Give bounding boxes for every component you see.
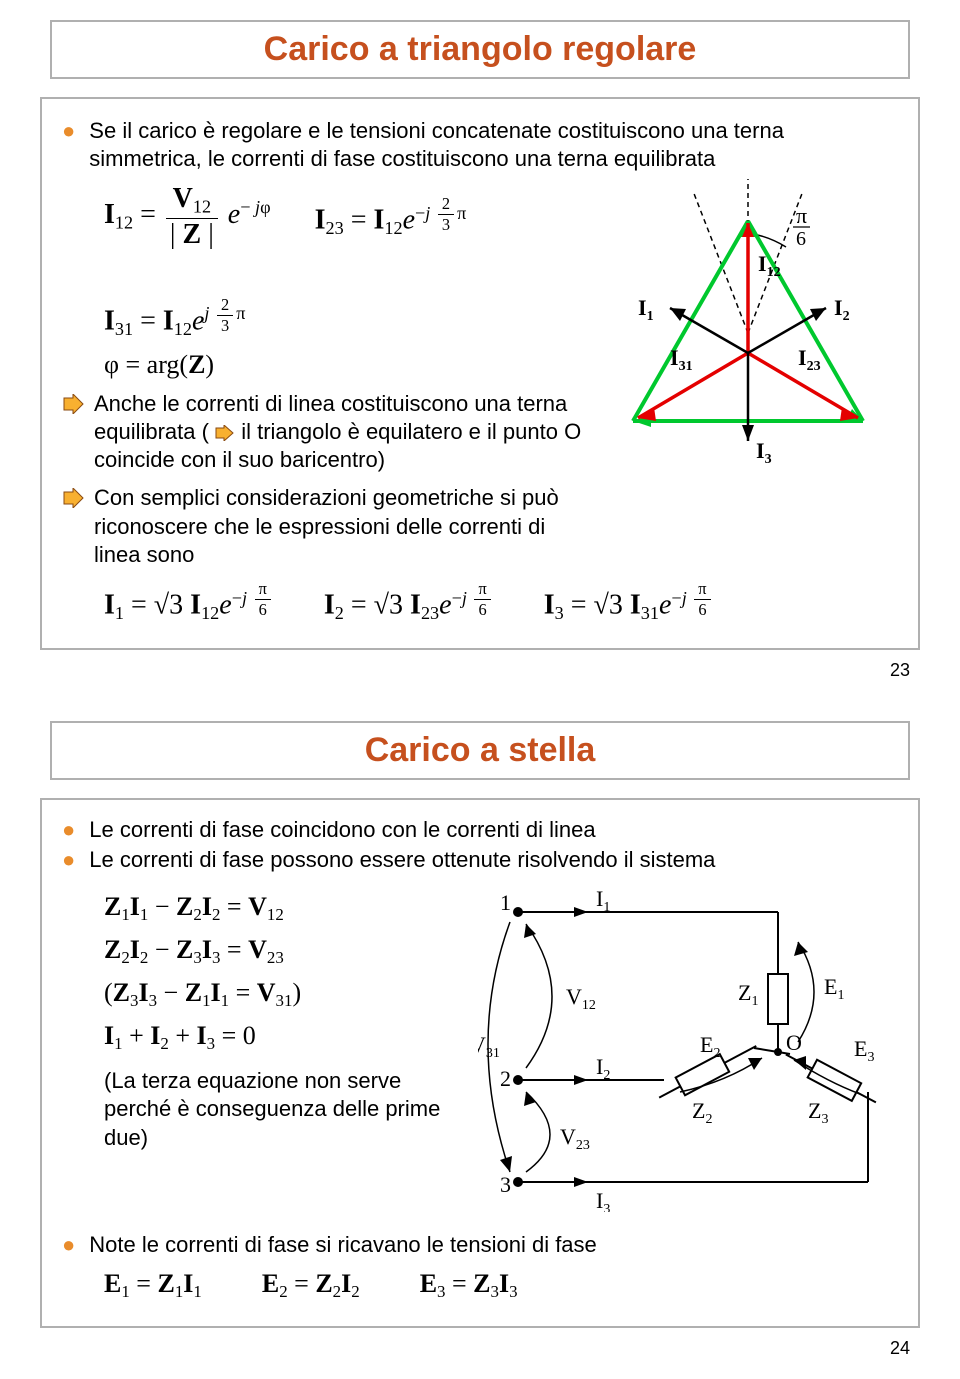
svg-text:I3: I3	[596, 1188, 610, 1212]
svg-text:Z1: Z1	[738, 980, 758, 1009]
formula-E: E1 = Z1I1 E2 = Z2I2 E3 = Z3I3	[104, 1269, 898, 1302]
bullet-text: Se il carico è regolare e le tensioni co…	[89, 117, 898, 173]
slide-24: Carico a stella ● Le correnti di fase co…	[0, 701, 960, 1379]
bullet-item: ● Le correnti di fase possono essere ott…	[62, 846, 898, 874]
bullet-dot-icon: ●	[62, 1231, 75, 1259]
bullet-dot-icon: ●	[62, 816, 75, 844]
content-box: ● Le correnti di fase coincidono con le …	[40, 798, 920, 1329]
svg-text:V12: V12	[566, 984, 596, 1013]
bullet-item: ● Se il carico è regolare e le tensioni …	[62, 117, 898, 173]
bullet-item: ● Note le correnti di fase si ricavano l…	[62, 1231, 898, 1259]
arrow-icon	[62, 393, 84, 421]
svg-text:I31: I31	[670, 345, 693, 374]
svg-text:E3: E3	[854, 1036, 874, 1065]
svg-text:O: O	[786, 1030, 802, 1055]
svg-text:I1: I1	[596, 886, 610, 915]
page-number: 24	[30, 1338, 910, 1359]
svg-text:1: 1	[500, 890, 511, 915]
bullet-dot-icon: ●	[62, 117, 75, 145]
svg-text:2: 2	[500, 1066, 511, 1091]
svg-text:I2: I2	[834, 295, 850, 324]
svg-text:I3: I3	[756, 438, 772, 463]
page-number: 23	[30, 660, 910, 681]
title-box: Carico a stella	[50, 721, 910, 780]
svg-text:6: 6	[796, 228, 806, 250]
bullet-text: Le correnti di fase possono essere otten…	[89, 846, 898, 874]
formula-phase-currents: I12 = V12 | Z | e− jφ I23 = I12e−j 23π I…	[104, 183, 588, 340]
svg-text:3: 3	[500, 1172, 511, 1197]
svg-text:I23: I23	[798, 345, 821, 374]
bullet-item: Anche le correnti di linea costituiscono…	[62, 390, 582, 474]
slide-title: Carico a stella	[72, 731, 888, 770]
svg-text:V23: V23	[560, 1124, 590, 1153]
bullet-dot-icon: ●	[62, 846, 75, 874]
title-box: Carico a triangolo regolare	[50, 20, 910, 79]
svg-text:π: π	[796, 203, 807, 228]
star-circuit-diagram: 1 2 3 I1 I2 I3 V12 V23 V31 Z1 Z2 Z3 E1 E…	[478, 882, 898, 1217]
bullet-text: Anche le correnti di linea costituiscono…	[94, 390, 582, 474]
triangle-diagram: π 6	[598, 173, 898, 468]
svg-text:V31: V31	[478, 1032, 500, 1061]
svg-text:E2: E2	[700, 1032, 720, 1061]
slide-23: Carico a triangolo regolare ● Se il cari…	[0, 0, 960, 701]
formula-line-currents: I1 = √3 I12e−j π6 I2 = √3 I23e−j π6 I3 =…	[104, 579, 898, 624]
svg-text:Z2: Z2	[692, 1098, 712, 1127]
slide-title: Carico a triangolo regolare	[72, 30, 888, 69]
arrow-icon	[62, 487, 84, 515]
bullet-text: Note le correnti di fase si ricavano le …	[89, 1231, 898, 1259]
content-box: ● Se il carico è regolare e le tensioni …	[40, 97, 920, 650]
note-text: (La terza equazione non serve perché è c…	[104, 1067, 464, 1153]
svg-text:I2: I2	[596, 1054, 610, 1083]
bullet-text: Le correnti di fase coincidono con le co…	[89, 816, 898, 844]
svg-text:I1: I1	[638, 295, 654, 324]
svg-text:E1: E1	[824, 974, 844, 1003]
bullet-item: Con semplici considerazioni geometriche …	[62, 484, 582, 568]
bullet-text: Con semplici considerazioni geometriche …	[94, 484, 582, 568]
svg-text:Z3: Z3	[808, 1098, 828, 1127]
bullet-item: ● Le correnti di fase coincidono con le …	[62, 816, 898, 844]
